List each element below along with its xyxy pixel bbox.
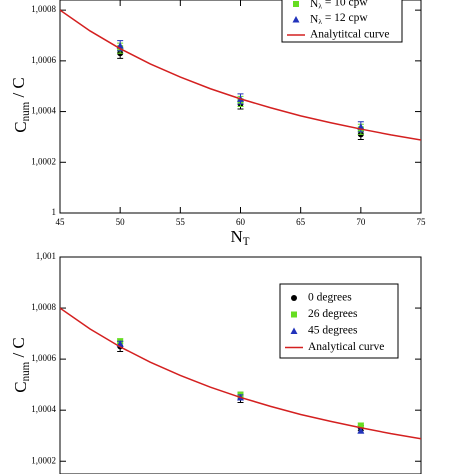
legend-box (279, 283, 399, 359)
y-tick-label: 1,0006 (31, 353, 56, 363)
y-tick-label: 1 (52, 207, 57, 217)
plot-content (60, 307, 421, 440)
y-axis-label: Cnum / C (9, 337, 32, 393)
point (291, 295, 297, 301)
text-part: N (310, 0, 319, 10)
point (357, 427, 365, 434)
curve (60, 9, 421, 141)
point (292, 16, 300, 23)
y-axis-label: Cnum / C (9, 77, 32, 133)
x-tick-label: 75 (417, 217, 427, 227)
y-tick-label: 1,0004 (31, 106, 56, 116)
point (291, 311, 297, 318)
x-tick-label: 65 (296, 217, 306, 227)
point (290, 327, 298, 334)
text-part: num (19, 361, 31, 381)
x-axis-label: NT (230, 227, 249, 247)
x-tick-label: 50 (116, 217, 126, 227)
text-part: C (11, 121, 30, 132)
text-part: num (19, 101, 31, 121)
y-tick-label: 1,0002 (31, 455, 56, 465)
legend-label: Analytical curve (308, 341, 384, 353)
x-tick-label: 45 (56, 217, 66, 227)
legend-label: 45 degrees (308, 325, 358, 337)
text-part: / C (9, 337, 28, 362)
text-part: N (230, 227, 242, 246)
legend-label: Analytitcal curve (310, 29, 390, 41)
text-part: C (11, 381, 30, 392)
y-tick-label: 1,0008 (31, 302, 56, 312)
curve (60, 307, 421, 440)
x-tick-label: 55 (176, 217, 186, 227)
y-tick-label: 1,0004 (31, 404, 56, 414)
text-part: λ (318, 17, 322, 26)
text-part: λ (318, 1, 322, 10)
legend-label: 0 degrees (308, 292, 352, 304)
text-part: N (310, 13, 319, 25)
text-part: T (243, 235, 250, 247)
plot-content (60, 9, 421, 141)
y-tick-label: 1,0002 (31, 156, 56, 166)
x-tick-label: 70 (356, 217, 366, 227)
y-tick-label: 1,0006 (31, 55, 56, 65)
x-tick-label: 60 (236, 217, 246, 227)
text-part: = 12 cpw (322, 12, 368, 24)
point (357, 422, 364, 429)
y-tick-label: 1,0008 (31, 4, 56, 14)
legend-label: 26 degrees (308, 308, 358, 320)
point (293, 1, 299, 7)
text-part: / C (9, 77, 28, 102)
text-part: = 10 cpw (322, 0, 368, 8)
y-tick-label: 1,001 (36, 251, 56, 261)
legend-label: Nλ = 12 cpw (310, 12, 368, 26)
legend-label: Nλ = 10 cpw (310, 0, 368, 10)
